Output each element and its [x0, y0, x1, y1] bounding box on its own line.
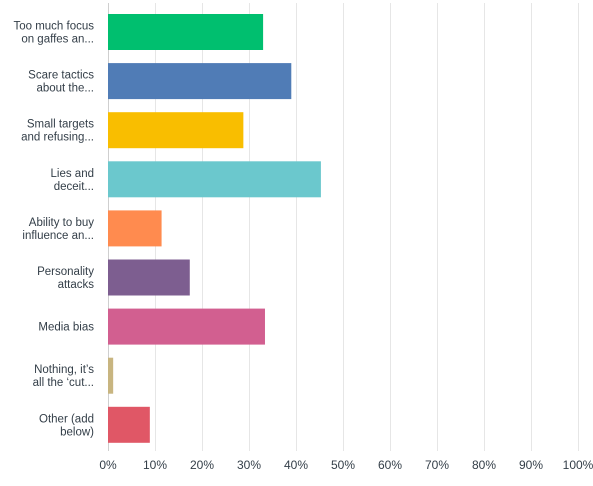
x-tick-label: 70% [425, 458, 449, 472]
category-label: Small targets [27, 119, 94, 131]
category-label: deceit... [54, 181, 94, 193]
bar [108, 210, 162, 247]
x-tick-label: 40% [284, 458, 308, 472]
category-label: Ability to buy [29, 217, 94, 229]
category-label: and refusing... [21, 132, 94, 144]
x-tick-label: 30% [237, 458, 261, 472]
x-tick-label: 60% [378, 458, 402, 472]
category-label: on gaffes an... [21, 34, 94, 46]
category-label: below) [60, 426, 94, 438]
bar [108, 63, 292, 100]
category-label: attacks [58, 279, 95, 291]
bar [108, 14, 264, 50]
category-label: Too much focus [13, 21, 94, 33]
bar [108, 357, 114, 394]
bar [108, 161, 321, 198]
category-label: influence an... [22, 230, 94, 242]
category-label: Lies and [51, 168, 94, 180]
category-label: Nothing, it’s [34, 364, 94, 376]
category-label: all the ‘cut... [33, 377, 94, 389]
bar [108, 112, 244, 149]
bar [108, 406, 150, 443]
x-tick-label: 50% [331, 458, 355, 472]
bar [108, 259, 190, 296]
x-tick-label: 10% [143, 458, 167, 472]
x-tick-label: 100% [563, 458, 593, 472]
x-tick-label: 0% [99, 458, 117, 472]
x-tick-label: 90% [519, 458, 543, 472]
x-axis-ticks: 0% 10% 20% 30% 40% 50% 60% 70% 80% 90% 100% [99, 458, 593, 472]
category-label: about the... [36, 83, 94, 95]
category-label: Media bias [38, 322, 94, 334]
category-label: Personality [37, 266, 94, 278]
bar [108, 308, 265, 345]
bars [108, 14, 321, 443]
category-label: Scare tactics [28, 70, 94, 82]
x-tick-label: 20% [190, 458, 214, 472]
x-tick-label: 80% [472, 458, 496, 472]
category-label: Other (add [39, 413, 94, 425]
